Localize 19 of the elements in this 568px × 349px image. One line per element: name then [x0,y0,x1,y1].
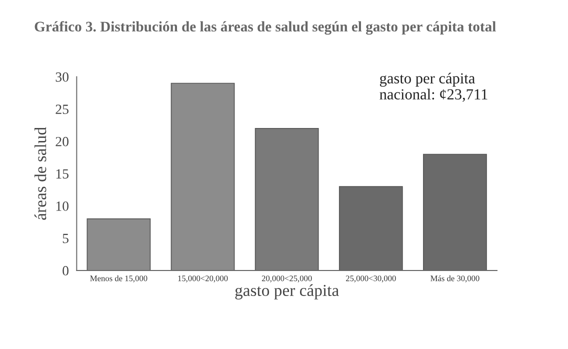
y-tick-label: 20 [56,136,69,146]
x-axis-title: gasto per cápita [235,284,339,300]
y-axis-title: áreas de salud [34,127,46,220]
x-tick-label: 15,000<20,000 [178,276,228,282]
y-tick-label: 30 [56,72,69,82]
x-tick-label: 20,000<25,000 [262,276,312,282]
bar [86,218,151,270]
bar [170,82,235,270]
y-tick-label: 5 [62,234,68,244]
x-tick-label: Menos de 15,000 [90,275,148,282]
x-tick-label: Más de 30,000 [430,275,480,282]
annotation: gasto per cápita nacional: ¢23,711 [380,72,488,102]
y-tick-label: 10 [56,201,69,211]
chart-title: Gráfico 3. Distribución de las áreas de salud según el gasto per cápita total [34,21,496,35]
y-tick-label: 25 [56,104,68,114]
x-tick-label: 25,000<30,000 [346,276,396,282]
bar [254,128,319,270]
y-tick-label: 15 [56,169,68,179]
y-tick-label: 0 [62,266,69,276]
